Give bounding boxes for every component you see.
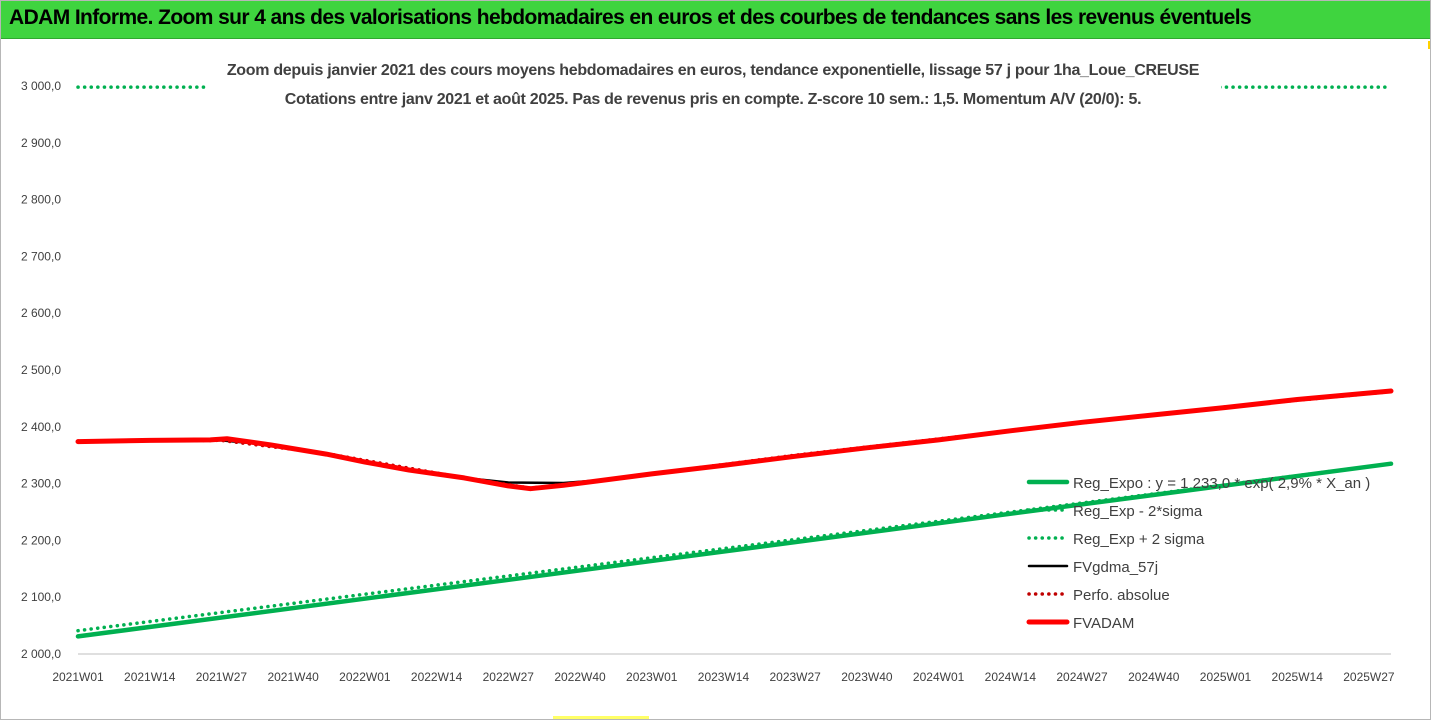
bottom-marker [553,716,649,719]
y-tick-label: 2 200,0 [21,533,61,547]
x-axis: 2021W01 2021W14 2021W27 2021W40 2022W01 2022W… [52,653,1395,684]
series-perfo-absolue [76,389,1393,490]
y-tick-label: 2 300,0 [21,477,61,491]
x-tick-label: 2022W01 [339,670,391,684]
x-tick-label: 2021W14 [124,670,176,684]
legend-label: FVgdma_57j [1073,559,1158,576]
y-tick-label: 3 000,0 [21,79,61,93]
legend-label: Reg_Exp - 2*sigma [1073,503,1203,520]
x-tick-label: 2022W14 [411,670,463,684]
legend-label: Reg_Expo : y = 1 233,0 * exp( 2,9% * X_a… [1073,475,1370,492]
x-tick-label: 2023W27 [769,670,821,684]
x-tick-label: 2024W40 [1128,670,1180,684]
legend-label: Perfo. absolue [1073,587,1170,604]
y-tick-label: 2 800,0 [21,193,61,207]
x-tick-label: 2024W01 [913,670,965,684]
chart-title-background [206,53,1221,113]
x-tick-label: 2023W01 [626,670,678,684]
chart-title: Zoom depuis janvier 2021 des cours moyen… [227,62,1200,79]
x-tick-label: 2022W27 [483,670,535,684]
plot-series [75,85,1394,639]
y-tick-label: 2 500,0 [21,363,61,377]
y-axis: 2 000,0 2 100,0 2 200,0 2 300,0 2 400,0 2 500… [21,79,61,661]
x-tick-label: 2021W27 [196,670,248,684]
x-tick-label: 2023W40 [841,670,893,684]
series-fvadam [75,388,1394,492]
y-tick-label: 2 900,0 [21,136,61,150]
chart-subtitle: Cotations entre janv 2021 et août 2025. … [285,91,1141,108]
series-reg-expo [75,461,1394,639]
chart-area: 2 000,0 2 100,0 2 200,0 2 300,0 2 400,0 2 500… [21,53,1395,684]
series-fvgdma-57j [76,390,1393,485]
y-tick-label: 2 600,0 [21,306,61,320]
x-tick-label: 2024W14 [985,670,1037,684]
edge-marker [1428,41,1430,49]
x-tick-label: 2025W14 [1272,670,1324,684]
y-tick-label: 2 000,0 [21,647,61,661]
x-tick-label: 2021W40 [267,670,319,684]
header-bar: ADAM Informe. Zoom sur 4 ans des valoris… [1,1,1430,39]
legend-label: Reg_Exp + 2 sigma [1073,531,1205,548]
y-tick-label: 2 400,0 [21,420,61,434]
x-tick-label: 2024W27 [1056,670,1108,684]
x-tick-label: 2025W27 [1343,670,1395,684]
y-tick-label: 2 100,0 [21,590,61,604]
page-title: ADAM Informe. Zoom sur 4 ans des valoris… [9,6,1252,29]
x-tick-label: 2023W14 [698,670,750,684]
legend-label: FVADAM [1073,615,1134,632]
y-tick-label: 2 700,0 [21,249,61,263]
x-tick-label: 2022W40 [554,670,606,684]
x-tick-label: 2021W01 [52,670,104,684]
x-tick-label: 2025W01 [1200,670,1252,684]
legend: Reg_Expo : y = 1 233,0 * exp( 2,9% * X_a… [1026,475,1370,632]
